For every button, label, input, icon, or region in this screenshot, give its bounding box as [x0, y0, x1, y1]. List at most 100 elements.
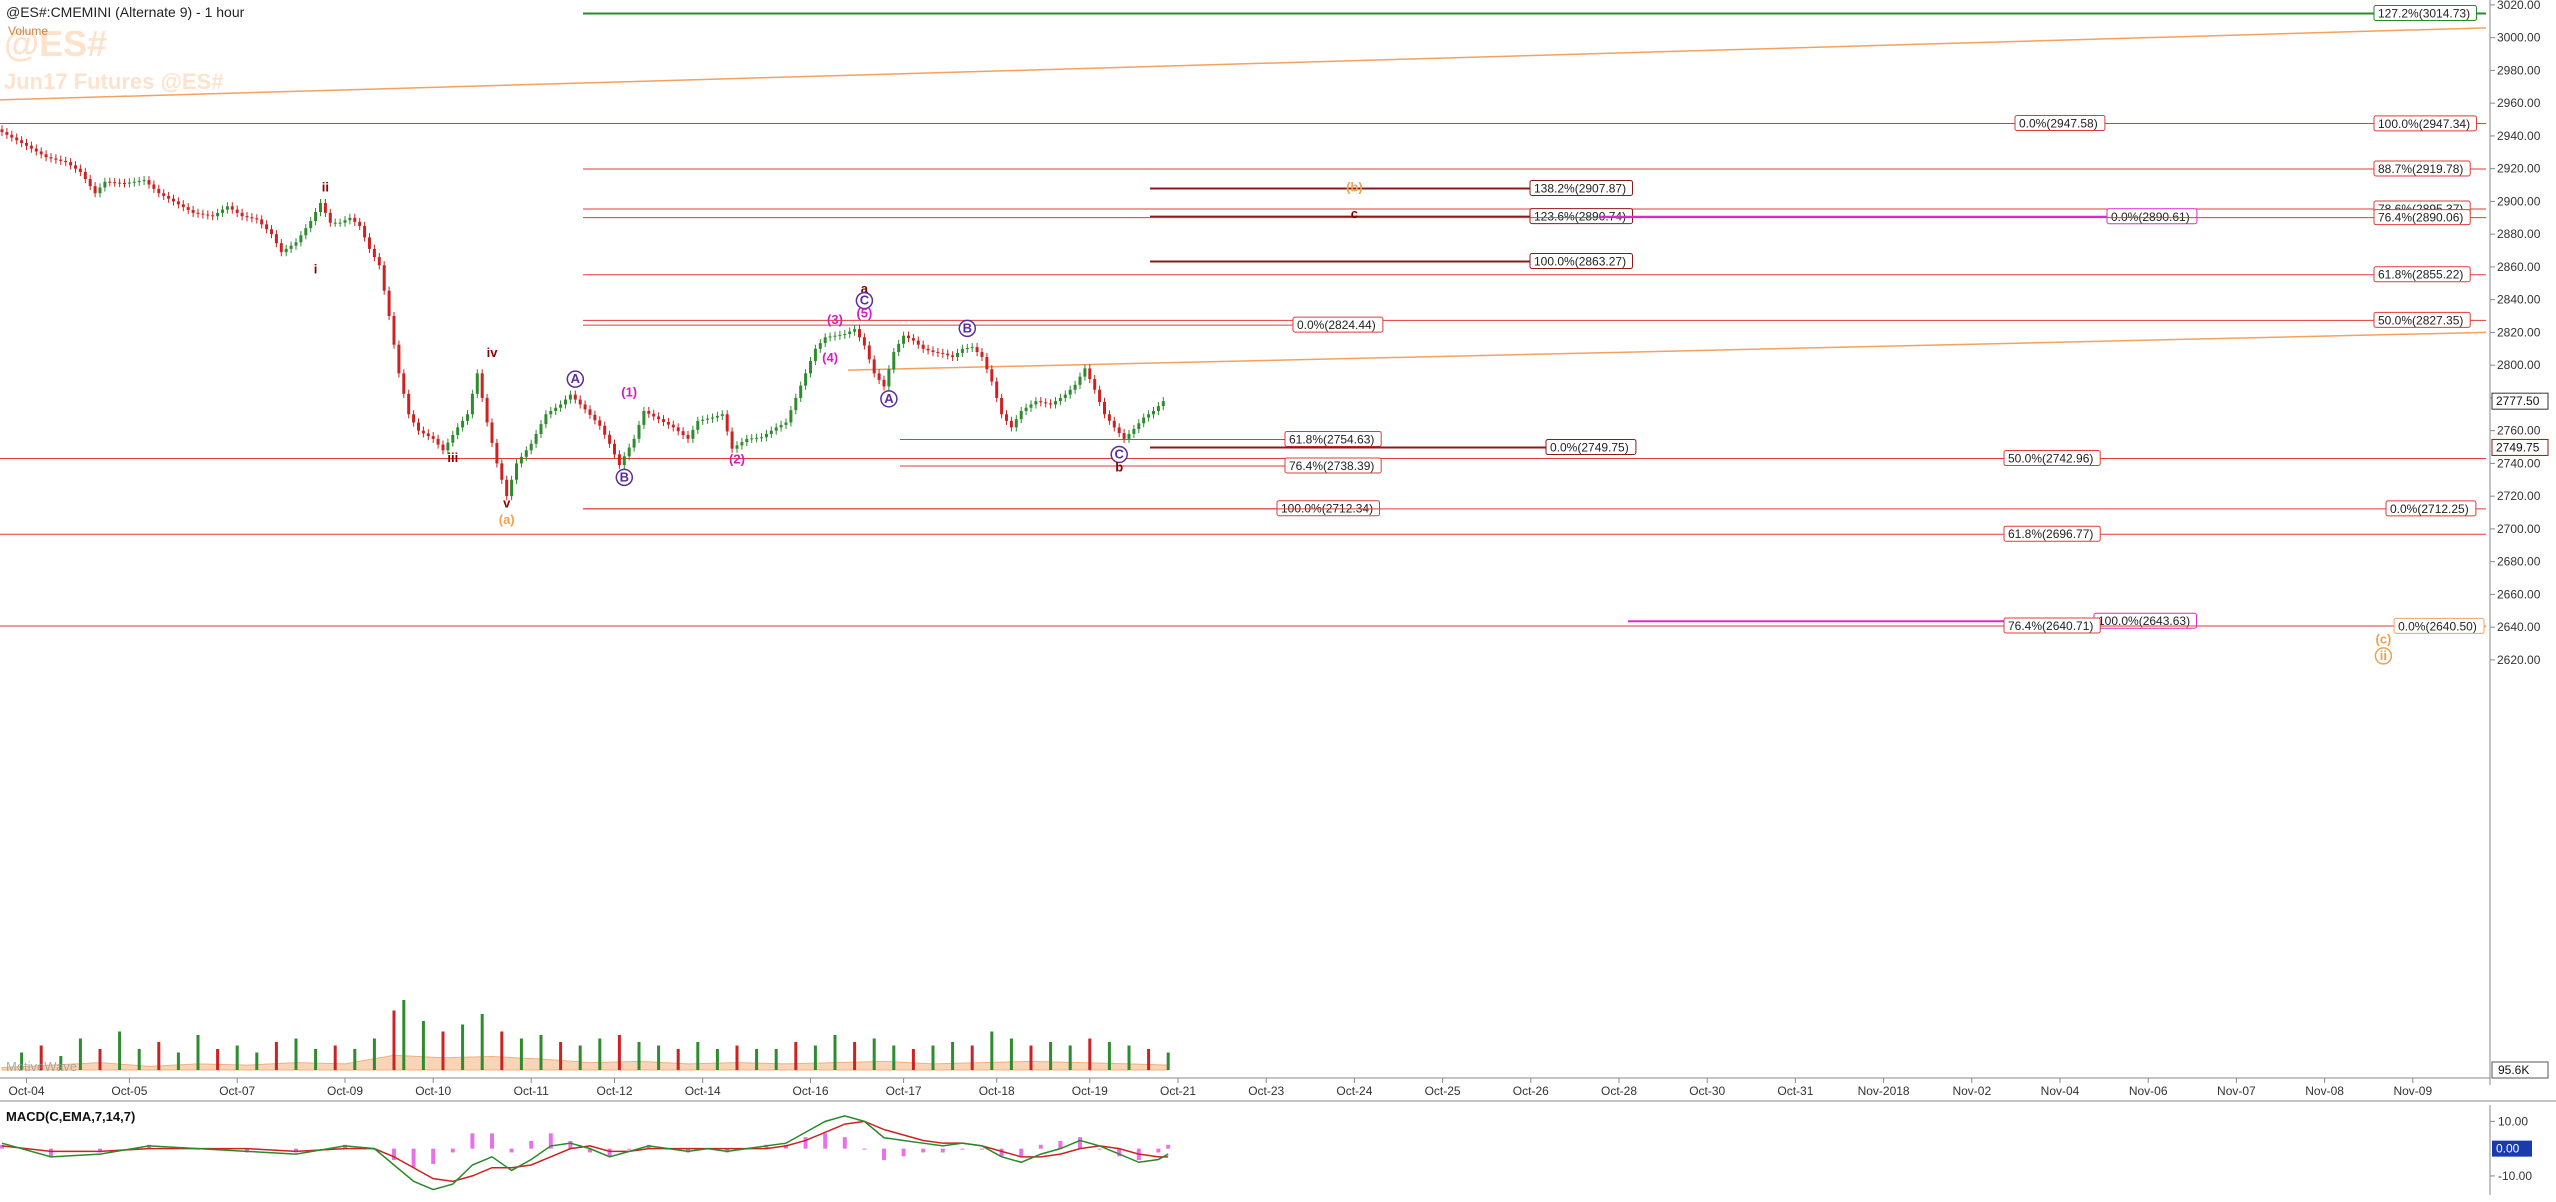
- price-bar-body: [348, 217, 352, 221]
- price-bar-body: [980, 352, 984, 357]
- time-tick-label: Oct-19: [1072, 1084, 1108, 1098]
- price-bar-body: [44, 154, 48, 158]
- volume-bar: [833, 1035, 837, 1070]
- volume-bar: [402, 1000, 406, 1070]
- volume-bar: [78, 1038, 82, 1070]
- volume-bar: [59, 1056, 63, 1070]
- price-tick-label: 2660.00: [2497, 587, 2541, 601]
- price-tick-label: 2880.00: [2497, 227, 2541, 241]
- volume-bar: [118, 1031, 122, 1070]
- price-tick-label: 2760.00: [2497, 424, 2541, 438]
- macd-current-tag-label: 0.00: [2496, 1142, 2520, 1156]
- macd-histogram-bar: [921, 1148, 926, 1153]
- price-bar-body: [1088, 368, 1092, 380]
- fib-label-box: [2003, 525, 2101, 542]
- price-bar-body: [794, 397, 798, 411]
- macd-histogram-bar: [343, 1144, 347, 1149]
- time-tick-label: Nov-06: [2129, 1084, 2168, 1098]
- price-bar-body: [54, 158, 58, 160]
- volume-bar: [1009, 1038, 1013, 1070]
- price-bar-body: [676, 427, 680, 432]
- price-bar-body: [211, 215, 215, 217]
- volume-bar: [216, 1049, 220, 1070]
- volume-bar: [1088, 1038, 1092, 1070]
- wave-label: ii: [2380, 648, 2387, 663]
- price-bar-body: [1083, 368, 1087, 377]
- price-bar-body: [799, 385, 803, 398]
- price-bar-body: [221, 209, 224, 213]
- fib-label: 0.0%(2824.44): [1297, 318, 1376, 332]
- volume-bar: [755, 1049, 759, 1070]
- price-tick-label: 2700.00: [2497, 522, 2541, 536]
- price-bar-body: [377, 257, 381, 266]
- price-bar-body: [387, 290, 391, 317]
- price-bar-body: [1034, 401, 1038, 405]
- volume-bar: [1147, 1049, 1151, 1070]
- macd-histogram-bar: [999, 1148, 1004, 1157]
- time-tick-label: Oct-25: [1425, 1084, 1461, 1098]
- volume-bar: [274, 1042, 278, 1070]
- price-bar-body: [137, 180, 141, 182]
- volume-bar: [176, 1052, 180, 1070]
- volume-bar: [353, 1049, 357, 1070]
- macd-label: MACD(C,EMA,7,14,7): [6, 1109, 135, 1124]
- price-bar-body: [127, 182, 131, 184]
- fib-label: 50.0%(2742.96): [2008, 452, 2093, 466]
- current-price-label: 2777.50: [2496, 394, 2540, 408]
- price-bar-body: [279, 243, 283, 253]
- price-bar-body: [838, 334, 842, 336]
- price-bar-body: [1127, 433, 1131, 439]
- price-bar-body: [578, 399, 582, 405]
- price-bar-body: [622, 456, 626, 466]
- volume-bar: [578, 1045, 582, 1070]
- price-bar-body: [554, 407, 558, 412]
- macd-histogram-bar: [490, 1133, 494, 1149]
- price-bar-body: [230, 206, 234, 210]
- wave-label: A: [571, 371, 581, 386]
- volume-bar: [813, 1045, 817, 1070]
- price-bar-body: [74, 165, 77, 169]
- time-tick-label: Oct-26: [1513, 1084, 1549, 1098]
- time-tick-label: Oct-24: [1336, 1084, 1372, 1098]
- macd-histogram-bar: [882, 1148, 886, 1161]
- fib-label: 0.0%(2640.50): [2398, 619, 2477, 633]
- price-bar-body: [711, 417, 714, 419]
- price-bar-body: [69, 162, 73, 166]
- macd-histogram-bar: [1166, 1144, 1171, 1149]
- price-bar-body: [49, 157, 53, 159]
- wave-label: (1): [621, 384, 637, 399]
- price-bar-body: [1054, 401, 1057, 405]
- price-bar-body: [118, 182, 122, 184]
- price-bar-body: [34, 148, 38, 152]
- price-bar-body: [1122, 433, 1126, 439]
- price-bar-body: [1161, 401, 1165, 407]
- volume-bar: [911, 1049, 915, 1070]
- wave-label-circle: [615, 468, 634, 487]
- price-bar-body: [686, 435, 690, 439]
- price-bar-body: [466, 414, 469, 421]
- macd-histogram-bar: [980, 1148, 984, 1150]
- trendlines: [0, 27, 2487, 371]
- price-bar-body: [568, 394, 572, 400]
- fib-label-box: [2003, 450, 2101, 467]
- volume-bar: [559, 1042, 563, 1070]
- price-bar-body: [774, 427, 778, 431]
- price-marker-label: 2749.75: [2496, 440, 2540, 454]
- fib-label: 61.8%(2754.63): [1289, 432, 1374, 446]
- price-bar-body: [804, 373, 808, 386]
- price-bar-body: [431, 436, 435, 439]
- macd-histogram-bar: [764, 1144, 769, 1149]
- price-bar-body: [617, 454, 621, 466]
- fib-label: 61.8%(2855.22): [2378, 268, 2463, 282]
- volume-bar: [892, 1045, 896, 1070]
- time-tick-label: Oct-11: [514, 1084, 549, 1098]
- price-bar-body: [872, 359, 876, 374]
- fib-label: 76.4%(2738.39): [1289, 459, 1374, 473]
- price-bar-body: [1112, 420, 1116, 428]
- volume-bar: [314, 1049, 318, 1070]
- volume-bar: [519, 1038, 523, 1070]
- price-bar-body: [515, 463, 518, 480]
- time-tick-label: Oct-23: [1248, 1084, 1284, 1098]
- volume-bar: [970, 1045, 974, 1070]
